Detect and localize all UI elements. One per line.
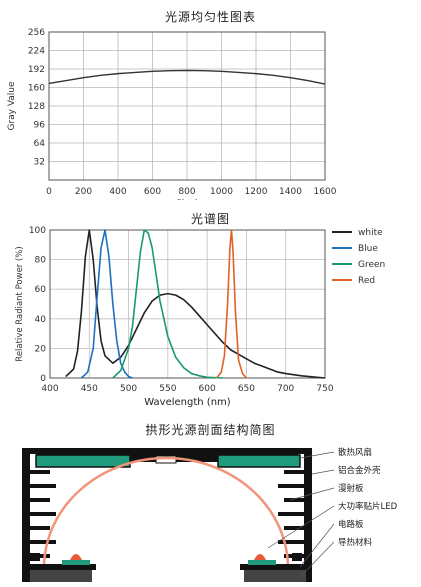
y-tick-label: 100 <box>29 226 46 236</box>
plot-frame <box>48 31 326 181</box>
y-tick-label: 40 <box>35 315 47 325</box>
legend-label-blue: Blue <box>358 244 378 254</box>
y-tick-label: 32 <box>34 158 45 168</box>
heatsink-fin <box>278 512 312 516</box>
x-tick-label: 1200 <box>245 187 268 197</box>
x-tick-label: 550 <box>159 384 176 394</box>
heat-base-left <box>30 570 92 582</box>
heatsink-fin <box>278 484 312 488</box>
housing-right-wall <box>304 454 312 582</box>
side-block-left <box>30 553 40 561</box>
heatsink-fin <box>284 498 312 502</box>
uniformity-chart-title: 光源均匀性图表 <box>164 10 256 24</box>
legend-label-white: white <box>358 228 383 238</box>
part-label: 漫射板 <box>338 483 364 494</box>
led-right <box>254 554 266 560</box>
plot-frame <box>49 229 326 379</box>
x-tick-label: 650 <box>238 384 255 394</box>
y-tick-label: 0 <box>40 374 46 384</box>
heatsink-fin <box>22 470 50 474</box>
x-tick-label: 700 <box>277 384 294 394</box>
part-label: 散热风扇 <box>338 447 372 458</box>
circuit-board-left <box>26 564 96 570</box>
x-axis-label: Pixel <box>177 199 198 200</box>
y-axis-label: Gray Value <box>7 81 17 131</box>
diffuser-arch <box>42 456 290 569</box>
leader-line <box>299 523 335 568</box>
gray-value-line <box>48 69 326 85</box>
legend-label-green: Green <box>358 260 385 270</box>
x-tick-label: 450 <box>81 384 98 394</box>
fan-right <box>217 454 301 468</box>
heatsink-fin <box>284 526 312 530</box>
y-tick-label: 64 <box>34 139 46 149</box>
heatsink-fin <box>22 484 56 488</box>
x-tick-label: 600 <box>199 384 216 394</box>
uniformity-chart: 0 200 400 600 800 1000 1200 1400 1600 32 64 96 128 16… <box>7 28 337 200</box>
y-tick-label: 128 <box>28 102 45 112</box>
diagram-title: 拱形光源剖面结构简图 <box>145 423 276 437</box>
circuit-board-right <box>240 564 310 570</box>
heatsink-fin <box>22 526 50 530</box>
part-label: 导热材料 <box>338 537 373 548</box>
leader-line <box>311 469 335 475</box>
x-tick-label: 1600 <box>314 187 337 197</box>
heatsink-fin <box>284 470 312 474</box>
housing-left-wall <box>22 454 30 582</box>
y-tick-label: 192 <box>28 65 45 75</box>
leader-line <box>299 541 335 578</box>
y-axis-label: Relative Radiant Power (%) <box>15 246 25 361</box>
thermal-pad-right <box>248 560 276 565</box>
y-tick-label: 20 <box>35 344 47 354</box>
x-tick-label: 800 <box>178 187 195 197</box>
x-tick-label: 400 <box>41 384 58 394</box>
led-left <box>70 554 82 560</box>
x-tick-label: 400 <box>109 187 126 197</box>
x-tick-label: 200 <box>75 187 92 197</box>
housing-top <box>22 448 312 454</box>
heatsink-fin <box>22 540 56 544</box>
series-line-green <box>112 229 223 379</box>
leader-line <box>267 505 335 549</box>
y-tick-label: 60 <box>35 285 47 295</box>
x-tick-label: 750 <box>316 384 333 394</box>
heatsink-fin <box>278 540 312 544</box>
part-label: 大功率贴片LED <box>338 501 398 512</box>
x-tick-label: 1400 <box>279 187 302 197</box>
heatsink-fin <box>22 498 50 502</box>
thermal-pad-left <box>62 560 90 565</box>
part-label: 电路板 <box>338 519 364 530</box>
spectrum-chart: 400 450 500 550 600 650 700 750 0 20 40 60 80 100 whit… <box>15 226 385 408</box>
series-line-blue <box>80 229 133 379</box>
spectrum-chart-title: 光谱图 <box>190 212 230 226</box>
heat-base-right <box>244 570 306 582</box>
series-line-red <box>215 229 248 379</box>
x-tick-label: 0 <box>46 187 52 197</box>
x-axis-label: Wavelength (nm) <box>144 397 230 408</box>
x-tick-label: 500 <box>120 384 137 394</box>
y-tick-label: 80 <box>35 256 47 266</box>
x-tick-label: 600 <box>144 187 161 197</box>
series-line-white <box>65 229 326 379</box>
y-tick-label: 160 <box>28 84 45 94</box>
leader-line <box>289 487 335 501</box>
heatsink-fin <box>22 512 56 516</box>
y-tick-label: 96 <box>34 121 46 131</box>
y-tick-label: 224 <box>28 47 45 57</box>
y-tick-label: 256 <box>28 28 45 38</box>
fan-left <box>35 454 131 468</box>
part-label: 铝合金外壳 <box>338 465 381 476</box>
leader-line <box>299 451 335 459</box>
x-tick-label: 1000 <box>210 187 233 197</box>
legend-label-red: Red <box>358 276 375 286</box>
side-block-right <box>292 553 302 561</box>
